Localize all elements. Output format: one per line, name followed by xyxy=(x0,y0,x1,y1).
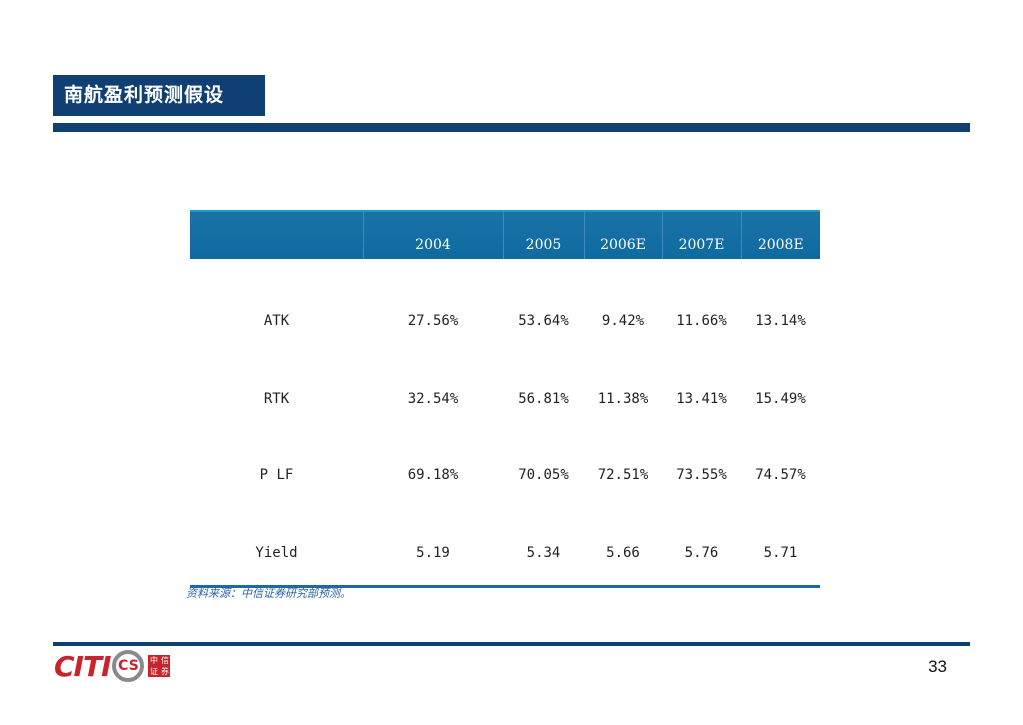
seal-char: 证 xyxy=(149,667,158,676)
table-cell: 13.41% xyxy=(676,391,727,407)
header-cell xyxy=(190,211,364,259)
seal-char: 信 xyxy=(160,656,169,665)
seal-char: 中 xyxy=(149,656,158,665)
table-cell: 72.51% xyxy=(597,467,649,483)
header-cell: 2004 xyxy=(363,211,504,259)
table-cell: 69.18% xyxy=(407,467,459,483)
row-label: Yield xyxy=(255,545,298,561)
table-cell: 74.57% xyxy=(755,467,806,483)
table-row: ATK 27.56% 53.64% 9.42% 11.66% 13.14% xyxy=(190,259,820,361)
table-cell: 5.34 xyxy=(526,545,561,561)
header-cell: 2007E xyxy=(662,211,742,259)
table-cell: 9.42% xyxy=(601,313,645,329)
table-cell: 5.19 xyxy=(416,545,450,561)
logo-text: CITI xyxy=(54,649,111,683)
logo-cs-mark: CS xyxy=(112,650,145,682)
header-cell: 2006E xyxy=(584,211,663,259)
forecast-table: 2004 2005 2006E 2007E 2008E ATK 27.56% 5… xyxy=(190,210,820,588)
table-cell: 11.38% xyxy=(597,391,649,407)
table-cell: 11.66% xyxy=(676,313,727,329)
row-label: ATK xyxy=(263,313,290,329)
table-cell: 27.56% xyxy=(407,313,459,329)
table-row: RTK 32.54% 56.81% 11.38% 13.41% 15.49% xyxy=(190,361,820,437)
seal-char: 券 xyxy=(160,667,169,676)
table-row: P LF 69.18% 70.05% 72.51% 73.55% 74.57% xyxy=(190,437,820,513)
row-label: RTK xyxy=(263,391,290,407)
citics-logo: CITI CS 中 信 证 券 xyxy=(54,649,171,683)
table-header-row: 2004 2005 2006E 2007E 2008E xyxy=(190,211,820,259)
table-cell: 53.64% xyxy=(518,313,569,329)
page-number: 33 xyxy=(928,657,947,676)
row-label: P LF xyxy=(259,467,294,483)
logo-seal: 中 信 证 券 xyxy=(148,655,171,677)
table-cell: 5.66 xyxy=(606,545,640,561)
table-cell: 13.14% xyxy=(755,313,806,329)
table-cell: 56.81% xyxy=(518,391,569,407)
table-cell: 5.76 xyxy=(684,545,719,561)
slide-title: 南航盈利预测假设 xyxy=(53,75,265,116)
title-divider xyxy=(53,123,970,132)
table-cell: 73.55% xyxy=(676,467,727,483)
source-note: 资料来源：中信证券研究部预测。 xyxy=(186,587,351,600)
table-cell: 32.54% xyxy=(407,391,459,407)
table-bottom-rule xyxy=(190,585,820,588)
table-cell: 15.49% xyxy=(755,391,806,407)
header-cell: 2005 xyxy=(503,211,585,259)
footer-divider xyxy=(53,642,970,646)
header-cell: 2008E xyxy=(741,211,820,259)
table-row: Yield 5.19 5.34 5.66 5.76 5.71 xyxy=(190,513,820,585)
table-cell: 70.05% xyxy=(518,467,569,483)
table-cell: 5.71 xyxy=(763,545,798,561)
